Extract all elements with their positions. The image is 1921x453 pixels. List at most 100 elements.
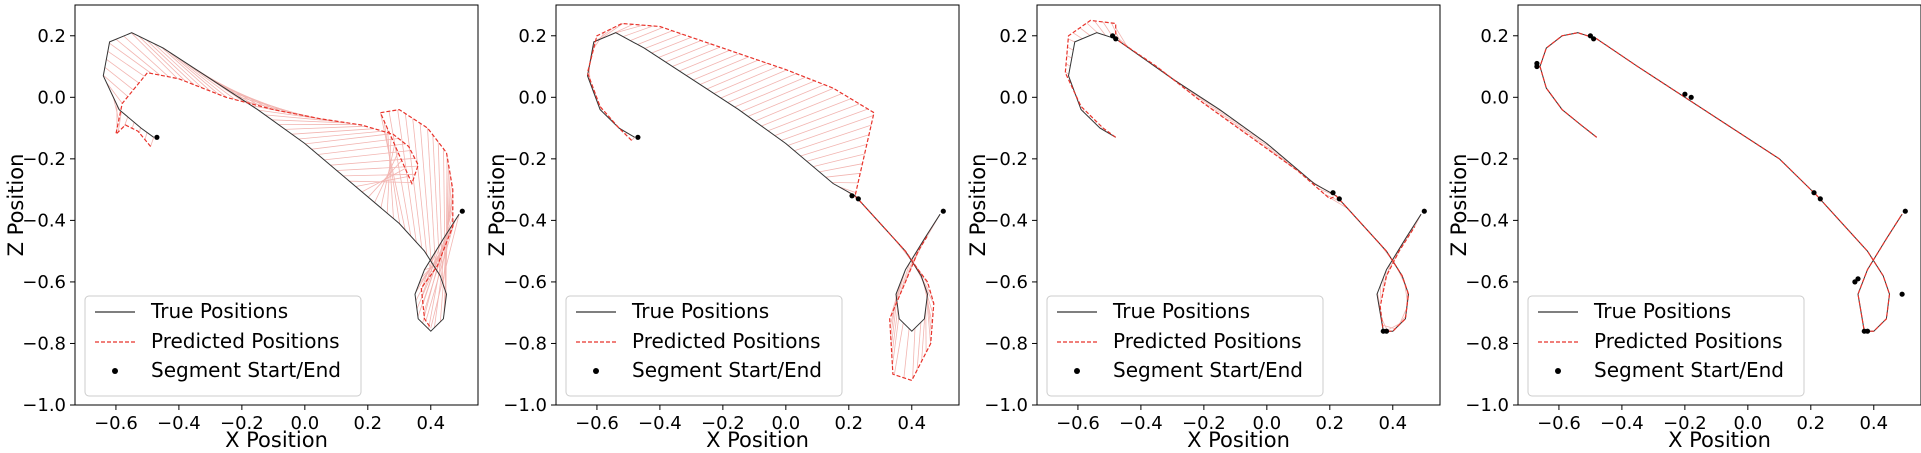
error-connector xyxy=(893,322,904,375)
segment-point xyxy=(1864,328,1871,334)
error-connector-lines xyxy=(1065,20,1422,332)
x-tick-label: −0.6 xyxy=(1537,413,1581,434)
error-connector xyxy=(615,24,644,34)
error-connector xyxy=(1382,324,1396,330)
error-connector xyxy=(298,130,383,140)
y-tick-label: 0.2 xyxy=(37,26,66,47)
y-tick-label: −0.2 xyxy=(984,149,1028,170)
x-tick-label: −0.2 xyxy=(220,413,264,434)
error-connector xyxy=(794,124,872,152)
true-positions-line xyxy=(1067,32,1422,332)
y-tick-label: −0.2 xyxy=(503,149,547,170)
error-connector xyxy=(1215,111,1238,123)
error-connector xyxy=(387,128,394,219)
x-tick-label: −0.2 xyxy=(1663,413,1707,434)
error-connector xyxy=(891,308,899,357)
error-connector xyxy=(921,315,926,362)
error-connector xyxy=(692,56,749,81)
x-tick-label: 0.0 xyxy=(1253,413,1282,434)
x-tick-label: −0.4 xyxy=(1119,413,1163,434)
legend: True Positions Predicted Positions Segment… xyxy=(1527,295,1805,397)
error-connector xyxy=(1115,27,1128,48)
y-tick-label: −0.4 xyxy=(22,210,66,231)
segment-point xyxy=(1330,190,1336,196)
error-connector xyxy=(271,119,349,124)
x-tick-label: 0.0 xyxy=(772,413,801,434)
error-connector xyxy=(343,173,416,177)
y-tick-label: 0.2 xyxy=(999,26,1028,47)
segment-point xyxy=(1682,91,1688,97)
error-connector xyxy=(443,173,451,316)
legend-entry-label: Predicted Positions xyxy=(151,329,340,353)
legend: True Positions Predicted Positions Segment… xyxy=(1046,295,1324,397)
plot-frame xyxy=(74,4,479,406)
error-connector xyxy=(251,105,323,120)
segment-point xyxy=(1902,208,1908,214)
x-axis-label: X Position xyxy=(225,428,328,452)
x-tick-label: −0.2 xyxy=(701,413,745,434)
error-connector xyxy=(117,111,122,133)
error-connector xyxy=(139,127,141,134)
error-connector xyxy=(1243,131,1265,142)
legend-entry-label: Segment Start/End xyxy=(632,358,822,382)
segment-point xyxy=(1383,328,1390,334)
error-connector xyxy=(311,138,399,150)
error-connector xyxy=(115,38,161,76)
legend-segment-dot-icon xyxy=(112,368,118,374)
error-connector xyxy=(146,39,195,86)
error-connector xyxy=(644,33,683,49)
legend-entry-label: True Positions xyxy=(1112,299,1250,323)
error-connector xyxy=(305,133,392,145)
x-tick-label: −0.2 xyxy=(1182,413,1226,434)
error-connector xyxy=(1072,32,1083,40)
error-connector xyxy=(291,128,375,135)
error-connector xyxy=(1380,285,1382,303)
segment-point xyxy=(1591,36,1597,42)
predicted-positions-line xyxy=(1539,32,1903,332)
true-positions-line xyxy=(102,32,460,332)
error-connector xyxy=(665,43,711,63)
y-tick-label: −0.4 xyxy=(503,210,547,231)
error-connector xyxy=(138,35,187,82)
segment-point xyxy=(1855,276,1861,282)
error-connector xyxy=(223,87,288,113)
error-connector xyxy=(144,132,148,140)
legend-entry-label: Segment Start/End xyxy=(151,358,341,382)
y-tick-label: −0.8 xyxy=(22,333,66,354)
y-tick-label: −0.8 xyxy=(1465,333,1509,354)
error-connector xyxy=(383,120,401,224)
error-connector xyxy=(754,87,834,122)
error-connector xyxy=(706,63,768,90)
error-connector xyxy=(781,108,869,141)
error-connector xyxy=(630,27,663,41)
error-connector xyxy=(264,114,340,123)
legend-segment-dot-icon xyxy=(1555,368,1561,374)
error-connector xyxy=(1385,262,1391,278)
error-connector xyxy=(1065,63,1071,67)
error-connector xyxy=(174,55,228,98)
legend-entry-label: Predicted Positions xyxy=(1594,329,1783,353)
subplot-1: −0.6 −0.4 −0.2 0.0 0.2 0.4 0.2 0.0 −0.2 −0.4 −0.6 −… xyxy=(4,4,479,452)
x-tick-label: 0.4 xyxy=(416,413,445,434)
error-connector xyxy=(427,127,436,269)
error-connector xyxy=(1250,136,1271,147)
subplot-3: −0.6 −0.4 −0.2 0.0 0.2 0.4 0.2 0.0 −0.2 −0.4 −0.6 −… xyxy=(966,4,1441,452)
legend-entry-label: Predicted Positions xyxy=(1113,329,1302,353)
x-tick-label: 0.2 xyxy=(353,413,382,434)
error-connector xyxy=(894,269,906,308)
y-axis-label: Z Position xyxy=(4,154,28,257)
error-connector xyxy=(131,32,178,79)
error-connector xyxy=(1086,22,1098,34)
error-connector xyxy=(890,300,898,347)
error-connector xyxy=(916,322,922,371)
error-connector xyxy=(1209,106,1231,118)
error-connector xyxy=(903,328,910,378)
x-tick-label: 0.4 xyxy=(1859,413,1888,434)
error-connector xyxy=(421,248,438,288)
error-connector xyxy=(806,144,867,162)
y-axis-label: Z Position xyxy=(966,154,990,257)
error-connector xyxy=(374,152,399,203)
error-connector xyxy=(838,186,856,193)
plot-frame xyxy=(1517,4,1921,406)
x-tick-label: 0.4 xyxy=(897,413,926,434)
